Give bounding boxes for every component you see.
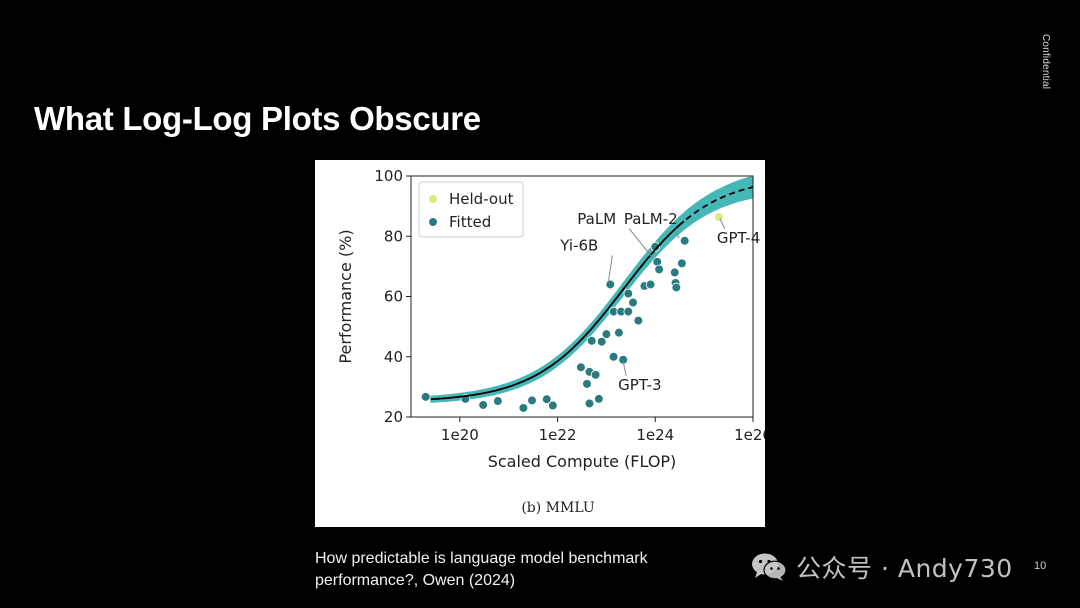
- wechat-icon: [752, 553, 787, 581]
- fitted-point-21: [614, 327, 624, 338]
- fitted-point-8: [548, 400, 558, 411]
- fitted-point-32: [654, 264, 664, 275]
- x-tick-label-1: 1e22: [539, 426, 577, 444]
- fitted-point-17: [601, 329, 612, 339]
- slide-title: What Log-Log Plots Obscure: [34, 100, 481, 137]
- held-out-point-1: [714, 212, 724, 222]
- confidential-label: Confidential: [1040, 34, 1051, 90]
- confidence-band: [430, 176, 753, 403]
- fitted-point-25: [623, 306, 634, 317]
- annotation-leader-3: [608, 255, 613, 282]
- fitted-point-9: [576, 362, 586, 373]
- fitted-point-20: [608, 351, 619, 362]
- y-tick-label-40: 40: [384, 348, 403, 366]
- annotation-label-palm: PaLM: [577, 210, 616, 228]
- fitted-point-35: [671, 282, 682, 293]
- fitted-point-6: [527, 395, 537, 406]
- fitted-point-16: [596, 336, 607, 347]
- fitted-point-33: [669, 267, 680, 278]
- legend-held-out-label: Held-out: [449, 190, 514, 208]
- caption-line-2: performance?, Owen (2024): [315, 572, 516, 589]
- caption-line-1: How predictable is language model benchm…: [315, 550, 648, 567]
- fitted-point-7: [541, 394, 552, 405]
- fitted-point-26: [628, 297, 638, 308]
- y-tick-label-60: 60: [384, 288, 403, 306]
- annotation-leader-1: [675, 228, 680, 239]
- annotation-label-yi-6b: Yi-6B: [559, 236, 598, 254]
- fitted-point-24: [623, 288, 634, 299]
- source-caption: How predictable is language model benchm…: [315, 548, 648, 592]
- page-number: 10: [1034, 560, 1047, 572]
- fitted-point-15: [594, 394, 604, 404]
- chart-subtitle: (b) MMLU: [521, 500, 595, 516]
- fitted-point-36: [677, 258, 687, 269]
- chart-panel: 20 40 60 80 100 1e20 1e22 1e24 1e26 Scaled Comput…: [315, 160, 765, 527]
- annotation-label-gpt-3: GPT-3: [618, 376, 661, 394]
- mmlu-scaling-chart: 20 40 60 80 100 1e20 1e22 1e24 1e26 Scaled Comput…: [336, 167, 765, 516]
- y-tick-label-100: 100: [374, 167, 403, 185]
- fitted-point-14: [590, 370, 601, 380]
- x-tick-label-2: 1e24: [636, 426, 674, 444]
- fitted-point-27: [633, 315, 644, 326]
- fitted-point-37: [679, 235, 690, 246]
- fit-curve-solid: [430, 220, 685, 401]
- annotation-label-palm-2: PaLM-2: [624, 210, 678, 228]
- legend-box: [418, 181, 524, 238]
- wechat-watermark: 公众号 · Andy730: [750, 551, 1013, 583]
- fitted-point-5: [518, 403, 529, 413]
- annotation-leader-2: [628, 228, 655, 260]
- y-tick-label-20: 20: [384, 408, 403, 426]
- legend-held-out-marker: [428, 194, 438, 204]
- legend-fitted-label: Fitted: [449, 213, 491, 231]
- x-tick-label-3: 1e26: [734, 426, 765, 444]
- watermark-text: 公众号 · Andy730: [796, 554, 1013, 583]
- annotation-leader-4: [622, 361, 627, 376]
- fitted-point-12: [584, 398, 595, 409]
- annotation-label-gpt-4: GPT-4: [717, 229, 760, 247]
- x-axis-label: Scaled Compute (FLOP): [488, 452, 677, 471]
- fitted-point-23: [618, 354, 628, 365]
- legend-fitted-marker: [428, 217, 438, 227]
- fitted-point-30: [650, 241, 661, 252]
- y-axis-label: Performance (%): [336, 229, 355, 363]
- fitted-point-29: [645, 279, 656, 290]
- annotation-leader-5: [719, 218, 726, 230]
- fit-curve-dashed: [685, 186, 754, 221]
- fitted-point-3: [478, 400, 488, 410]
- y-tick-label-80: 80: [384, 227, 403, 245]
- fitted-point-10: [582, 379, 592, 389]
- fitted-point-18: [605, 279, 616, 290]
- fitted-point-4: [493, 396, 503, 406]
- fitted-point-13: [586, 335, 597, 346]
- x-tick-label-0: 1e20: [441, 426, 479, 444]
- fitted-point-1: [420, 392, 431, 402]
